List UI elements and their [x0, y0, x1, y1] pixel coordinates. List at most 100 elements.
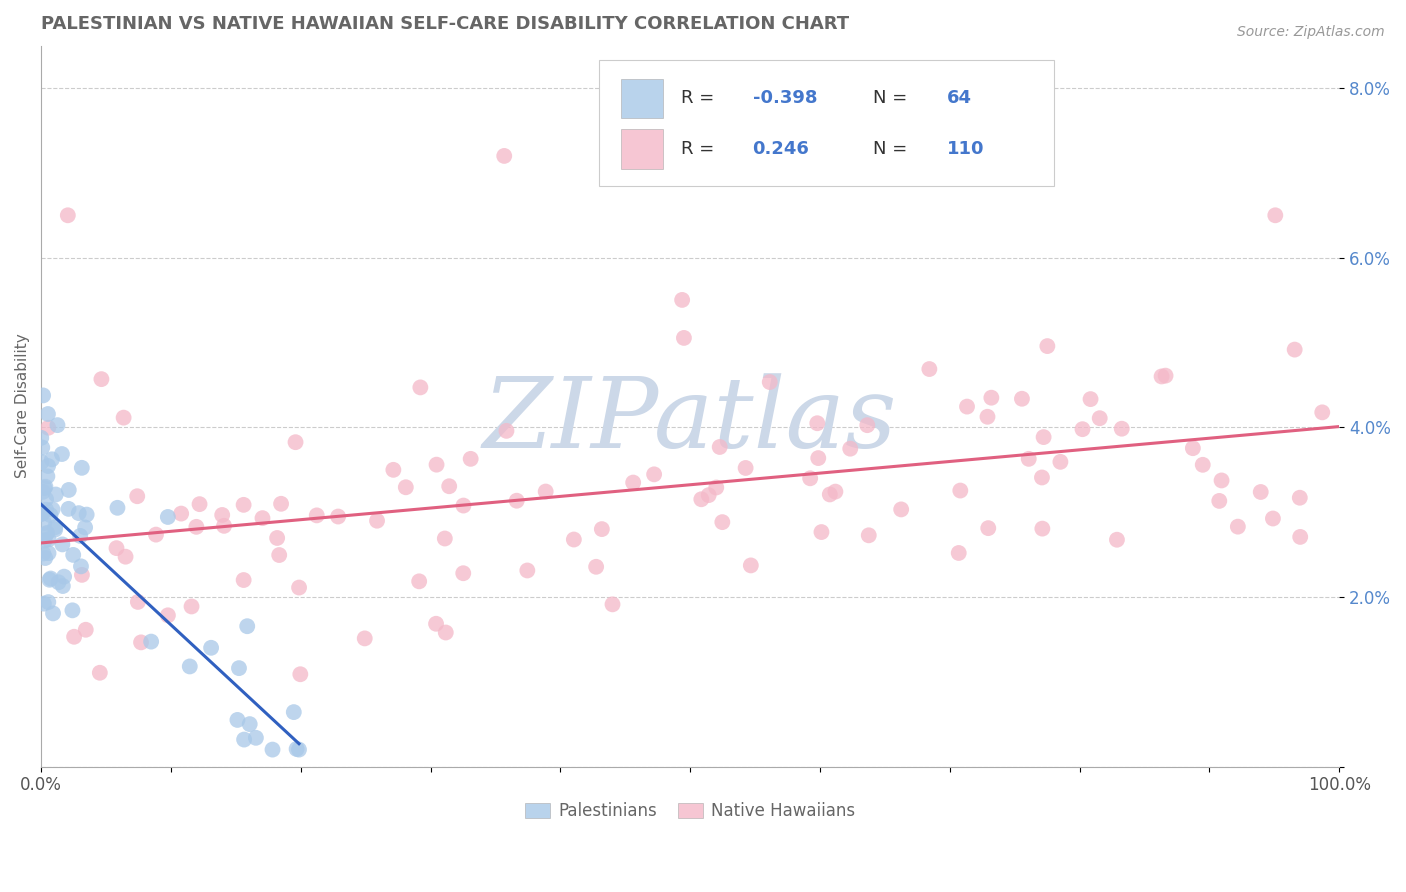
Point: [495, 424, 517, 438]
Point: [127, 489, 149, 503]
Point: [145, 527, 167, 541]
Point: [591, 522, 613, 536]
Point: [39, 508, 62, 522]
Point: [1018, 451, 1040, 466]
Point: [262, 742, 284, 756]
Point: [252, 511, 274, 525]
Point: [270, 497, 292, 511]
Point: [1154, 368, 1177, 383]
Text: 0.246: 0.246: [752, 140, 810, 158]
Point: [233, 732, 256, 747]
Point: [534, 484, 557, 499]
Point: [75, 623, 97, 637]
Point: [671, 293, 693, 307]
Point: [288, 742, 311, 756]
Point: [32, 388, 55, 402]
Point: [810, 524, 832, 539]
Point: [890, 502, 912, 516]
Point: [434, 625, 457, 640]
Point: [949, 483, 972, 498]
Point: [42, 607, 65, 621]
Point: [211, 508, 233, 522]
Point: [266, 531, 288, 545]
Legend: Palestinians, Native Hawaiians: Palestinians, Native Hawaiians: [519, 796, 862, 827]
Point: [704, 481, 727, 495]
Point: [51, 447, 73, 461]
Point: [697, 488, 720, 502]
Point: [129, 635, 152, 649]
Point: [602, 598, 624, 612]
FancyBboxPatch shape: [621, 129, 664, 169]
Point: [1111, 422, 1133, 436]
Point: [1226, 519, 1249, 533]
Point: [31, 507, 53, 521]
Point: [690, 492, 713, 507]
Point: [37, 469, 59, 483]
Point: [37, 595, 59, 609]
Point: [1080, 392, 1102, 406]
Point: [1031, 522, 1053, 536]
Point: [70, 559, 93, 574]
FancyBboxPatch shape: [621, 78, 664, 119]
Point: [621, 475, 644, 490]
Point: [127, 595, 149, 609]
Point: [1150, 369, 1173, 384]
Point: [711, 515, 734, 529]
Point: [494, 149, 516, 163]
Point: [1181, 441, 1204, 455]
Point: [1284, 343, 1306, 357]
Point: [807, 451, 830, 466]
Point: [75, 520, 97, 534]
Text: 64: 64: [948, 89, 972, 107]
Point: [366, 514, 388, 528]
Point: [38, 533, 60, 547]
Point: [948, 546, 970, 560]
Point: [105, 541, 128, 556]
Point: [41, 502, 63, 516]
Text: 110: 110: [948, 140, 984, 158]
Point: [212, 519, 235, 533]
Point: [585, 559, 607, 574]
Point: [1310, 405, 1333, 419]
Point: [453, 499, 475, 513]
Point: [170, 507, 193, 521]
Point: [516, 564, 538, 578]
Point: [37, 407, 59, 421]
Point: [35, 502, 58, 516]
Point: [437, 479, 460, 493]
Point: [226, 713, 249, 727]
Point: [107, 500, 129, 515]
Point: [799, 471, 821, 485]
Point: [32, 516, 55, 530]
Text: N =: N =: [873, 89, 914, 107]
Point: [180, 599, 202, 614]
Point: [232, 573, 254, 587]
Text: ZIPatlas: ZIPatlas: [482, 373, 897, 468]
Point: [70, 460, 93, 475]
Point: [46, 418, 69, 433]
Point: [976, 409, 998, 424]
Point: [58, 501, 80, 516]
Point: [1288, 491, 1310, 505]
Point: [285, 742, 308, 756]
Point: [139, 634, 162, 648]
Point: [740, 558, 762, 573]
Point: [353, 632, 375, 646]
Point: [1036, 339, 1059, 353]
Point: [112, 410, 135, 425]
Point: [1289, 530, 1312, 544]
Point: [1191, 458, 1213, 472]
Point: [53, 569, 76, 583]
Point: [425, 616, 447, 631]
Point: [709, 440, 731, 454]
Point: [37, 421, 59, 435]
Point: [63, 630, 86, 644]
Point: [35, 527, 58, 541]
Point: [284, 435, 307, 450]
Point: [460, 451, 482, 466]
Point: [824, 484, 846, 499]
Point: [156, 608, 179, 623]
Point: [1071, 422, 1094, 436]
Point: [409, 380, 432, 394]
Point: [382, 463, 405, 477]
